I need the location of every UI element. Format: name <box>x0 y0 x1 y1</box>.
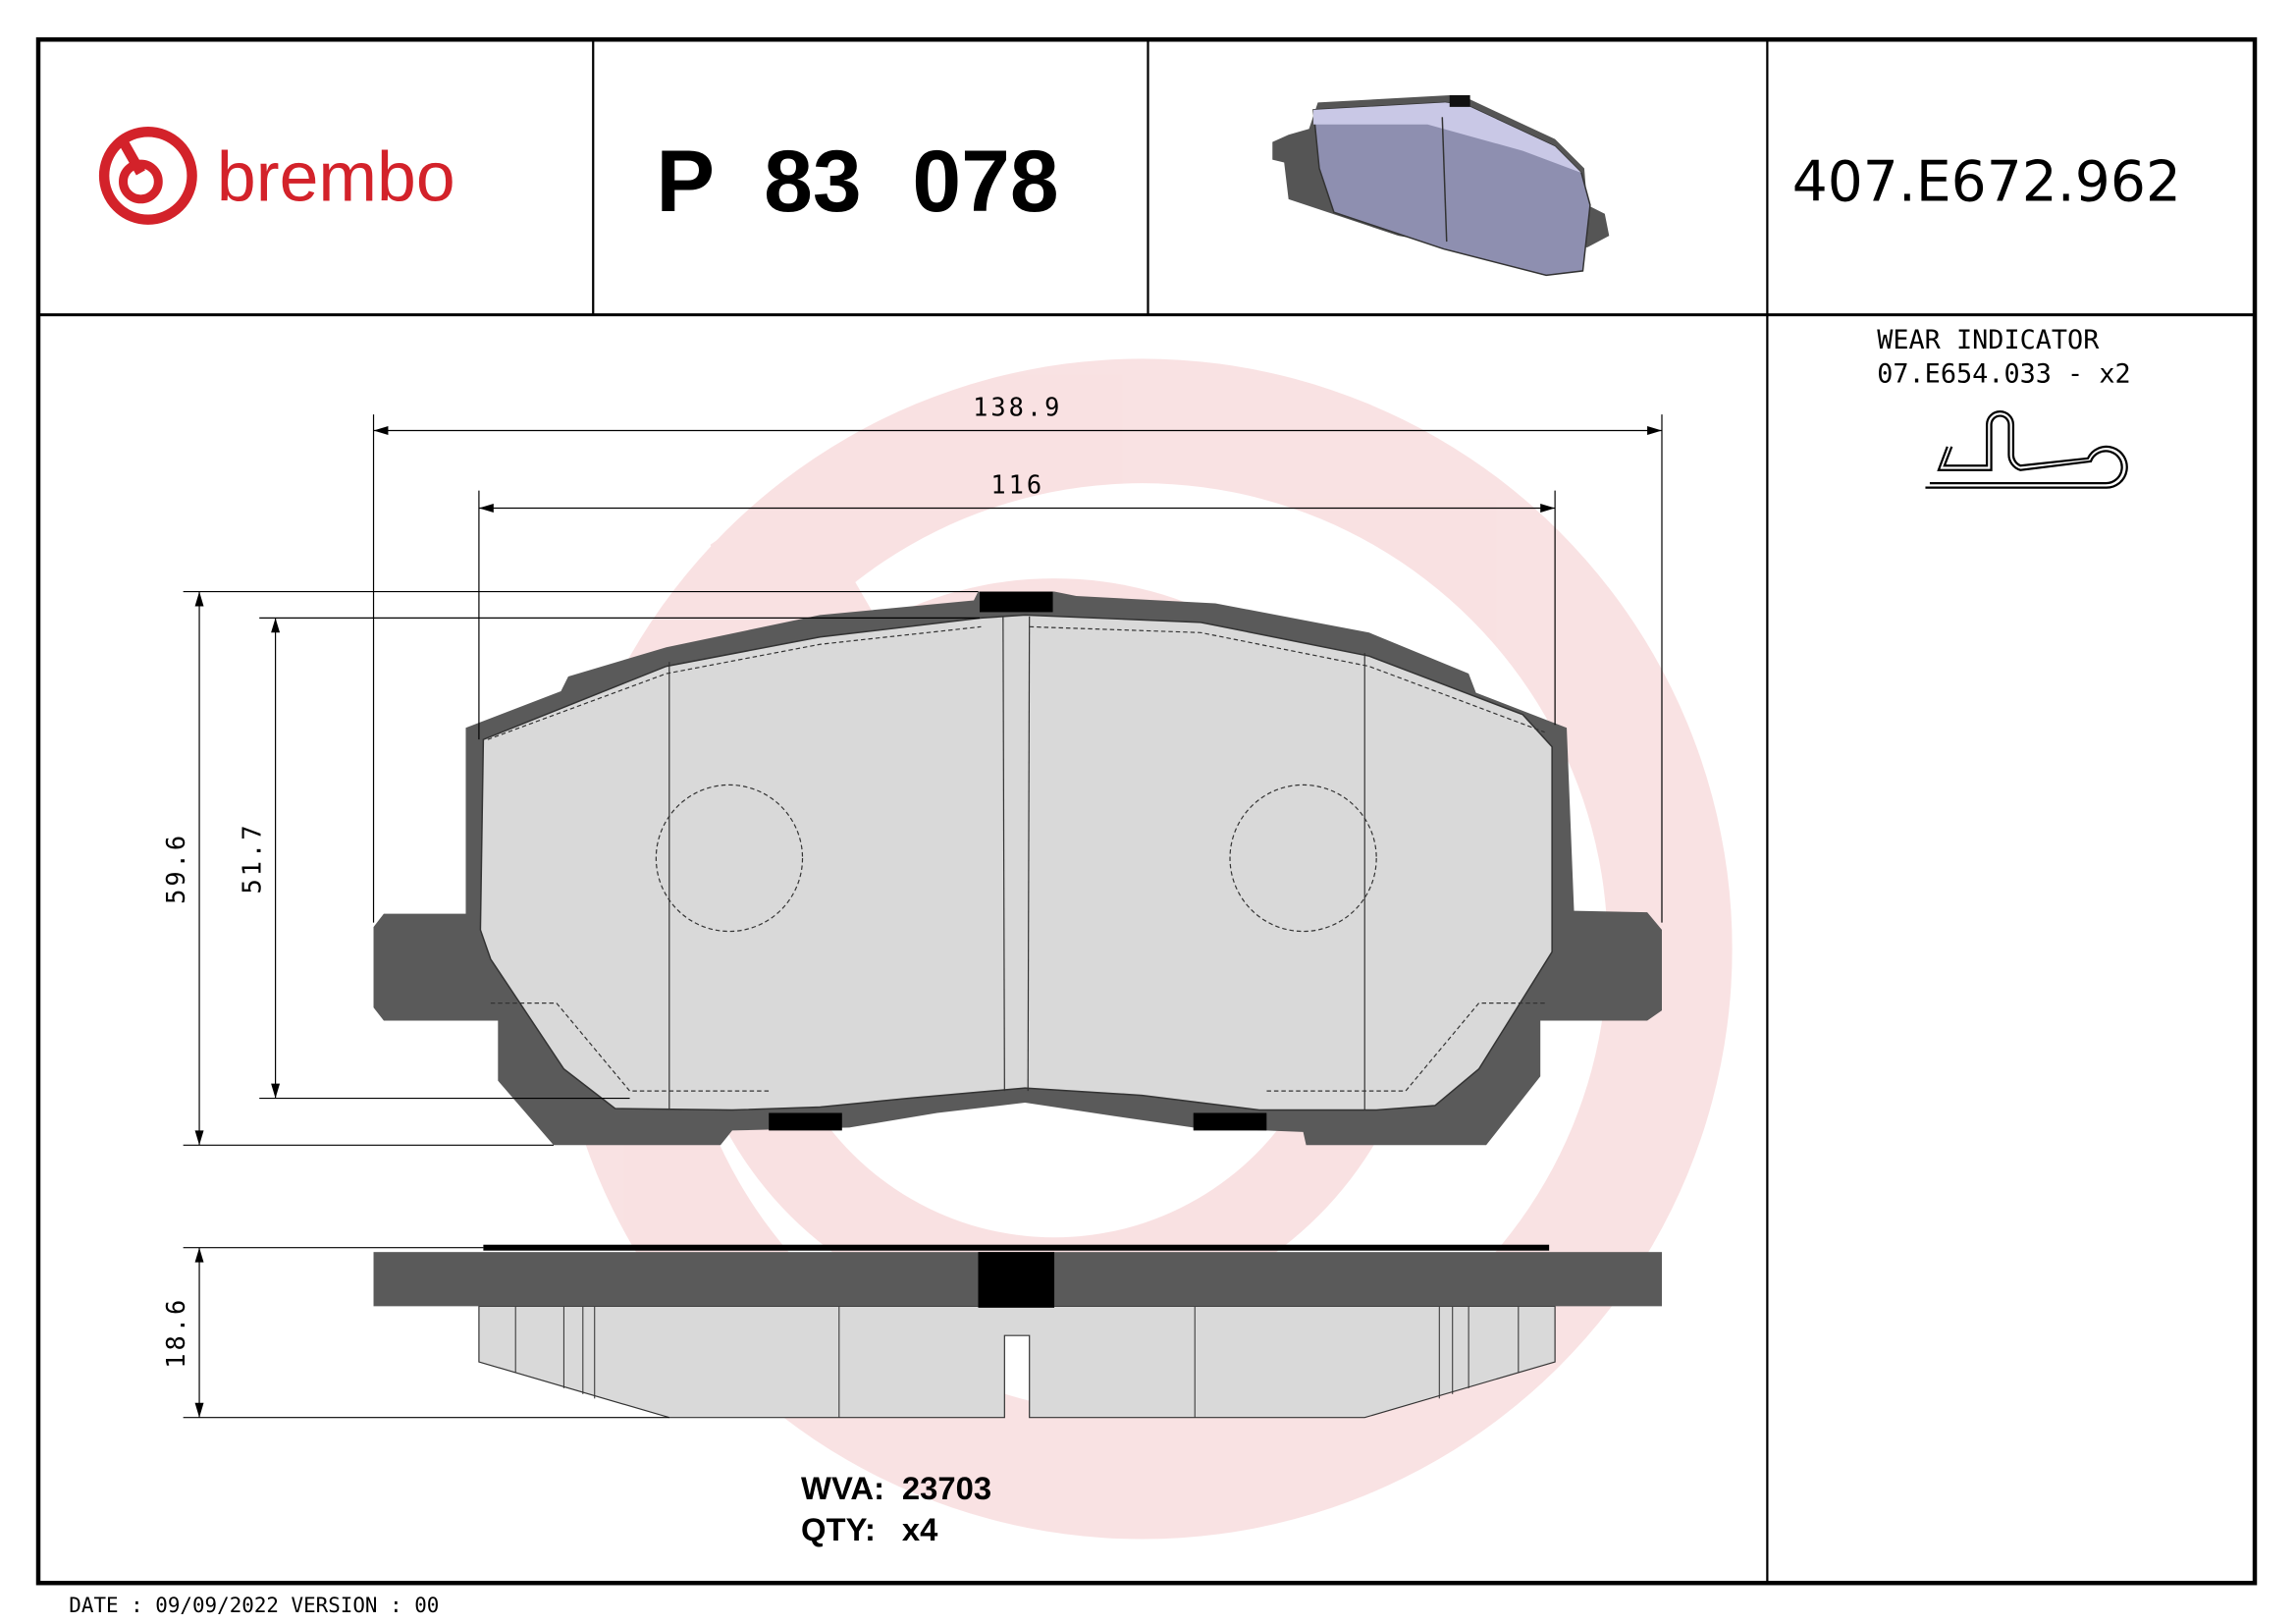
wva-value: 23703 <box>902 1470 991 1506</box>
qty-label: QTY: <box>801 1511 876 1547</box>
part-number: P 83 078 <box>656 132 1058 230</box>
dim-overall-height: 59.6 <box>161 833 190 904</box>
wear-indicator-clip-icon <box>1925 409 2128 489</box>
pad-front-view <box>373 591 1662 1146</box>
dimension-lines <box>183 414 1663 1419</box>
dim-overall-width: 138.9 <box>973 393 1062 422</box>
drawing-frame <box>35 37 2258 1586</box>
wva-label: WVA: <box>801 1470 884 1506</box>
reference-number: 407.E672.962 <box>1792 149 2181 214</box>
pad-render-image <box>1272 94 1610 277</box>
wear-indicator-code: 07.E654.033 - x2 <box>1877 358 2130 389</box>
dim-friction-height: 51.7 <box>238 822 267 893</box>
qty-value: x4 <box>902 1511 938 1547</box>
footer-date-version: DATE : 09/09/2022 VERSION : 00 <box>69 1594 439 1617</box>
pad-side-view <box>373 1244 1662 1419</box>
dim-thickness: 18.6 <box>161 1297 190 1369</box>
brembo-logo: brembo <box>98 127 455 225</box>
brand-name: brembo <box>217 137 455 216</box>
wear-indicator-title: WEAR INDICATOR <box>1877 325 2100 355</box>
friction-material <box>479 614 1553 1111</box>
dim-inner-width: 116 <box>990 470 1044 500</box>
